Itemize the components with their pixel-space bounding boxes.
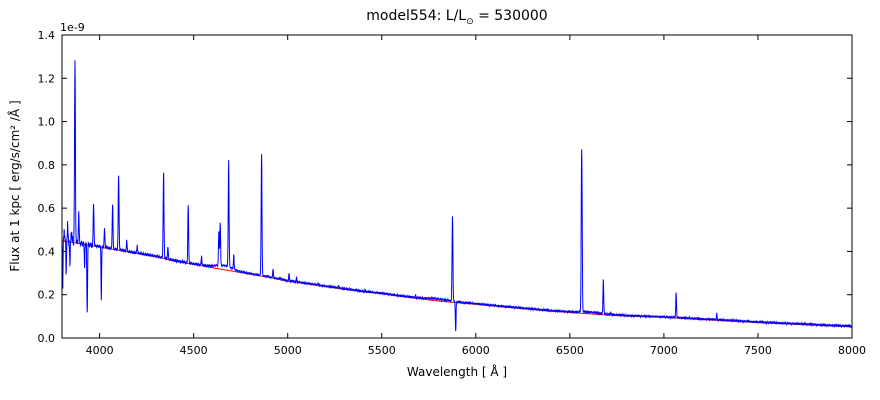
y-tick-label: 1.0 xyxy=(38,116,56,129)
x-tick-label: 7000 xyxy=(650,344,678,357)
plot-title-post: = 530000 xyxy=(473,8,548,24)
x-axis-label: Wavelength [ Å ] xyxy=(406,365,508,379)
y-axis-offset-label: 1e-9 xyxy=(60,21,85,34)
x-tick-label: 7500 xyxy=(744,344,772,357)
y-tick-label: 0.4 xyxy=(38,245,56,258)
y-tick-label: 1.2 xyxy=(38,72,56,85)
y-tick-label: 0.2 xyxy=(38,289,56,302)
x-tick-label: 6500 xyxy=(556,344,584,357)
y-tick-label: 0.6 xyxy=(38,202,56,215)
plot-title-pre: model554: L/L xyxy=(366,8,467,24)
x-tick-label: 4000 xyxy=(86,344,114,357)
y-tick-label: 0.0 xyxy=(38,332,56,345)
spectrum-line xyxy=(61,60,853,332)
axes-frame xyxy=(61,34,853,339)
y-tick-label: 1.4 xyxy=(38,29,56,42)
x-tick-label: 8000 xyxy=(838,344,866,357)
sun-symbol: ⊙ xyxy=(466,16,474,27)
x-tick-label: 4500 xyxy=(180,344,208,357)
y-tick-label: 0.8 xyxy=(38,159,56,172)
x-tick-label: 6000 xyxy=(462,344,490,357)
continuum-line xyxy=(61,240,853,328)
x-tick-label: 5500 xyxy=(368,344,396,357)
plot-title: model554: L/L⊙ = 530000 xyxy=(62,7,852,31)
x-tick-label: 5000 xyxy=(274,344,302,357)
